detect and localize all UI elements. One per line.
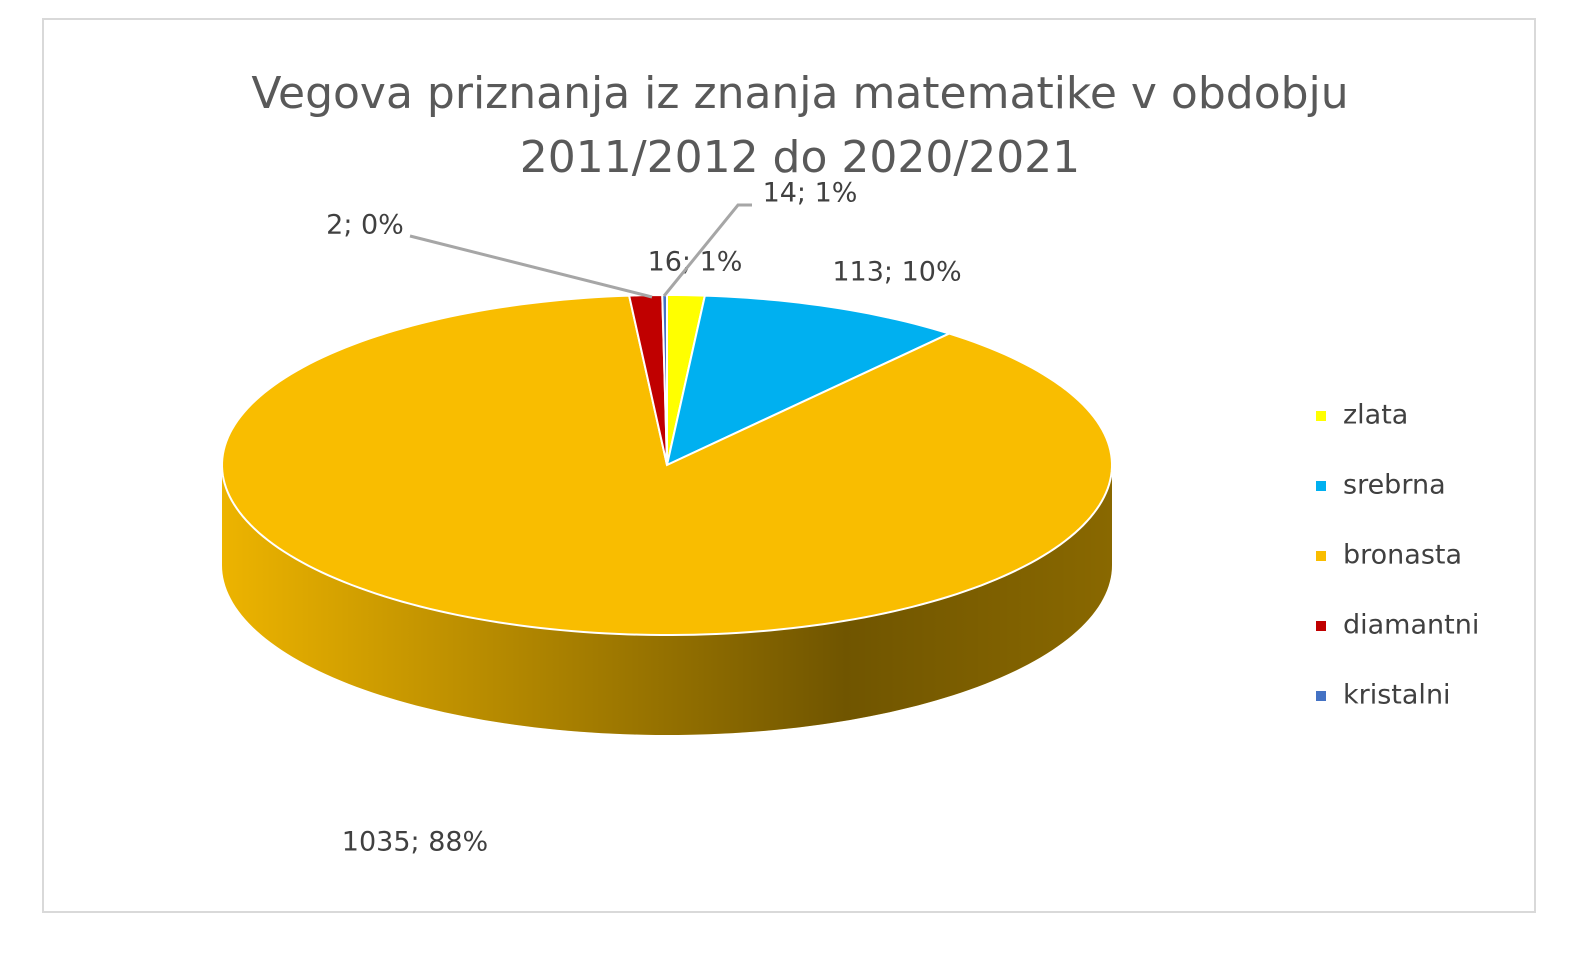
legend-swatch: [1316, 621, 1326, 631]
leader-line: [662, 203, 752, 297]
data-label: 2; 0%: [326, 210, 404, 241]
legend-swatch: [1316, 691, 1326, 701]
data-label: 113; 10%: [832, 257, 961, 288]
chart-title: Vegova priznanja iz znanja matematike v …: [251, 68, 1349, 183]
data-label: 16; 1%: [648, 247, 743, 278]
chart-frame: [42, 18, 1536, 913]
legend-swatch: [1316, 481, 1326, 491]
slice-side-shade: [222, 465, 1112, 735]
legend-swatch: [1316, 411, 1326, 421]
legend-label: kristalni: [1343, 680, 1451, 711]
data-label: 1035; 88%: [342, 827, 488, 858]
slice: [665, 294, 952, 467]
legend-label: bronasta: [1343, 540, 1462, 571]
legend-swatch: [1316, 551, 1326, 561]
slice: [221, 294, 1113, 636]
legend-label: diamantni: [1343, 610, 1479, 641]
legend-label: zlata: [1343, 400, 1408, 431]
data-label: 14; 1%: [763, 178, 858, 209]
legend-label: srebrna: [1343, 470, 1446, 501]
leader-line: [409, 234, 653, 299]
